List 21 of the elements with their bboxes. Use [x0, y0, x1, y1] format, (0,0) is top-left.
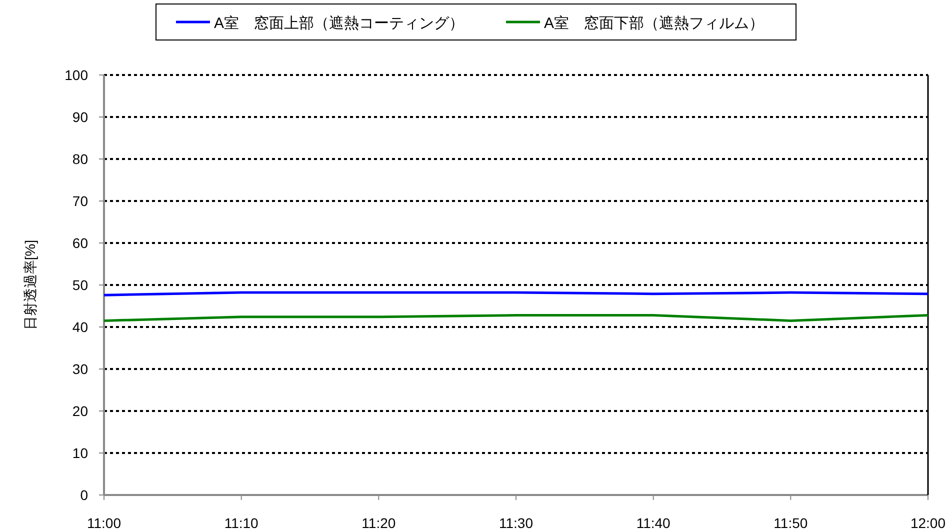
y-tick-label: 100 — [64, 67, 88, 83]
legend-label: A室 窓面上部（遮熱コーティング） — [214, 15, 464, 32]
y-tick-label: 30 — [72, 361, 88, 377]
x-tick-label: 11:10 — [224, 515, 259, 531]
y-tick-label: 80 — [72, 151, 88, 167]
x-tick-label: 11:30 — [499, 515, 534, 531]
y-tick-label: 40 — [72, 319, 88, 335]
x-tick-label: 11:40 — [636, 515, 671, 531]
y-tick-label: 50 — [72, 277, 88, 293]
x-tick-label: 11:50 — [774, 515, 808, 531]
y-tick-label: 70 — [72, 193, 88, 209]
y-tick-label: 10 — [72, 445, 88, 461]
x-tick-label: 11:20 — [362, 515, 396, 531]
y-tick-label: 90 — [72, 109, 88, 125]
y-tick-label: 20 — [72, 403, 88, 419]
x-tick-label: 11:00 — [87, 515, 122, 531]
x-tick-label: 12:00 — [910, 515, 946, 531]
legend-label: A室 窓面下部（遮熱フィルム） — [544, 15, 764, 32]
y-tick-label: 0 — [80, 487, 88, 503]
y-axis-title: 日射透過率[%] — [22, 240, 38, 330]
y-tick-label: 60 — [72, 235, 88, 251]
